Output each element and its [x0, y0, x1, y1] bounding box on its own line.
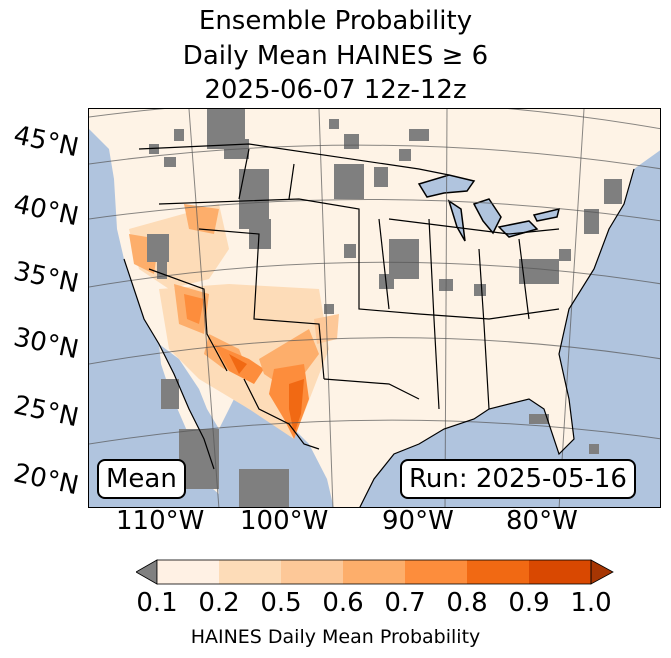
missing-data: [147, 109, 622, 507]
lon-label-80w: 80°W: [506, 506, 578, 536]
colorbar-tick-1: 0.2: [198, 588, 240, 618]
probability-map: [88, 108, 661, 508]
colorbar-bin-5: [405, 560, 467, 584]
boundaries: [123, 143, 635, 507]
colorbar-bin-2: [219, 560, 281, 584]
lon-label-90w: 90°W: [382, 506, 454, 536]
lat-label-40n: 40°N: [10, 189, 82, 233]
colorbar-tick-5: 0.8: [446, 588, 488, 618]
colorbar-bin-6: [467, 560, 529, 584]
lat-label-25n: 25°N: [10, 390, 82, 434]
colorbar-over-arrow: [590, 559, 614, 585]
colorbar-under-arrow: [136, 559, 158, 585]
graticule: [89, 109, 660, 507]
colorbar-tick-2: 0.5: [260, 588, 302, 618]
colorbar-tick-0: 0.1: [136, 588, 178, 618]
colorbar-tick-6: 0.9: [508, 588, 550, 618]
run-date-box: Run: 2025-05-16: [400, 459, 636, 499]
colorbar-tick-3: 0.6: [322, 588, 364, 618]
lat-label-45n: 45°N: [10, 120, 82, 164]
colorbar-bin-4: [343, 560, 405, 584]
lon-label-100w: 100°W: [240, 506, 329, 536]
colorbar-bin-3: [281, 560, 343, 584]
title-line-2: Daily Mean HAINES ≥ 6: [182, 41, 489, 71]
lat-label-20n: 20°N: [10, 458, 82, 502]
title-line-3: 2025-06-07 12z-12z: [204, 75, 467, 105]
map-canvas: [89, 109, 660, 507]
colorbar: [136, 559, 614, 585]
colorbar-bin-7: [529, 560, 591, 584]
florida-land: [544, 399, 574, 454]
north-america-land: [89, 109, 660, 507]
colorbar-label: HAINES Daily Mean Probability: [190, 626, 481, 648]
statistic-box: Mean: [97, 459, 186, 499]
lon-label-110w: 110°W: [116, 506, 205, 536]
lat-label-30n: 30°N: [10, 322, 82, 366]
lat-label-35n: 35°N: [10, 256, 82, 300]
great-lakes: [417, 174, 561, 242]
colorbar-tick-7: 1.0: [570, 588, 612, 618]
title-line-1: Ensemble Probability: [198, 6, 473, 36]
colorbar-tick-4: 0.7: [384, 588, 426, 618]
colorbar-bin-1: [157, 560, 219, 584]
colorbar-frame: [156, 559, 592, 585]
